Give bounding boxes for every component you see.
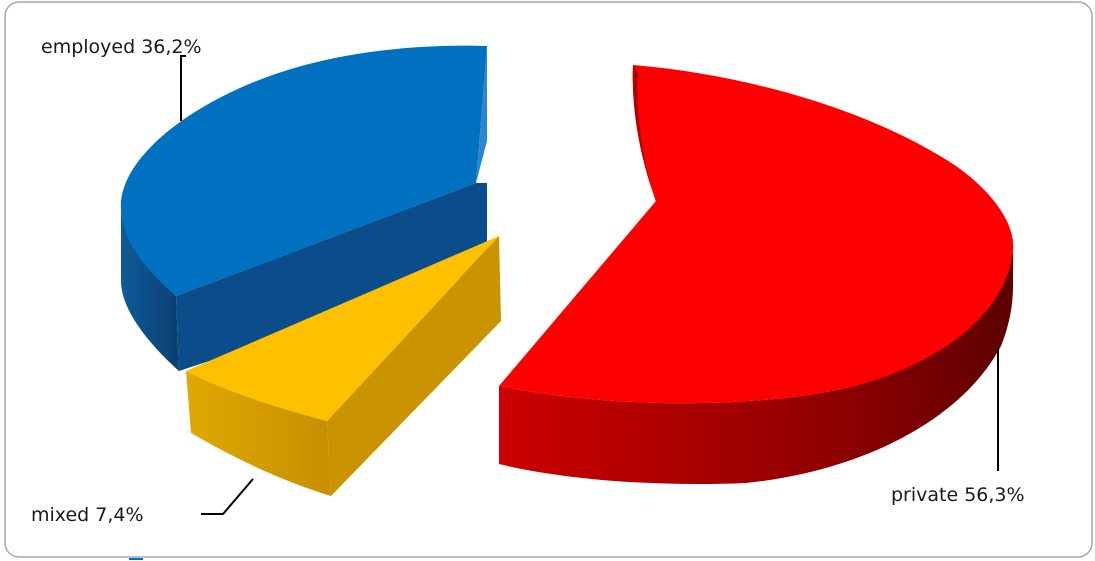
slice-private-cut [632, 65, 659, 211]
data-label-private: private 56,3% [891, 484, 1025, 506]
slice-mixed [186, 236, 501, 496]
slice-mixed-top [186, 236, 499, 421]
slice-employed-side [176, 183, 487, 371]
data-label-mixed: mixed 7,4% [31, 504, 144, 526]
slice-private-side [499, 246, 1013, 485]
leader-line-mixed [201, 478, 254, 515]
slice-employed-outer-side [121, 206, 179, 371]
slice-mixed-front-side [186, 371, 331, 496]
leader-line-employed [180, 55, 186, 121]
slice-mixed-cut-side [327, 236, 501, 496]
slice-private [499, 65, 1014, 485]
slice-employed [120, 45, 487, 371]
data-label-employed: employed 36,2% [41, 36, 202, 58]
slice-employed-edge [476, 46, 487, 183]
legend-swatch-fragment [129, 558, 143, 560]
slice-employed-top [120, 45, 487, 296]
slice-private-top [499, 65, 1014, 404]
